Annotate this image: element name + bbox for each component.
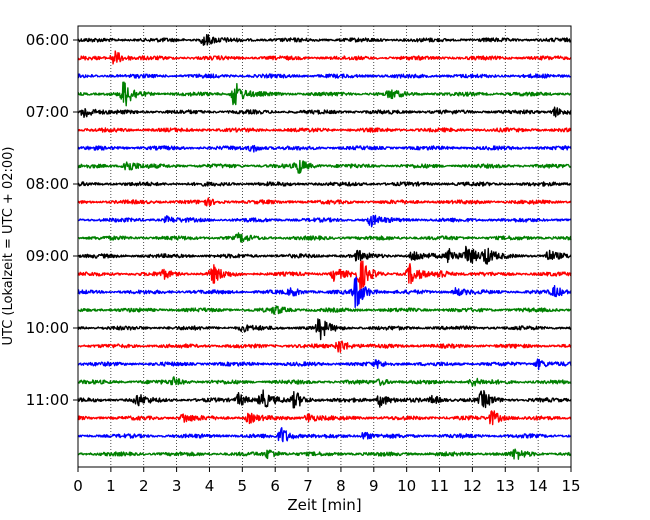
trace-1115	[77, 410, 572, 426]
x-tick-label: 5	[238, 477, 248, 495]
x-tick-label: 14	[529, 477, 548, 495]
trace-0645	[77, 81, 572, 107]
seismic-traces	[77, 33, 572, 460]
trace-0945	[77, 305, 572, 315]
trace-0930	[77, 276, 572, 309]
y-tick-label: 11:00	[26, 391, 69, 409]
x-tick-label: 3	[172, 477, 182, 495]
y-tick-label: 06:00	[26, 31, 69, 49]
x-tick-label: 10	[397, 477, 416, 495]
trace-1100	[77, 389, 572, 409]
trace-0900	[77, 245, 572, 265]
x-tick-label: 6	[270, 477, 280, 495]
x-tick-label: 4	[205, 477, 215, 495]
y-axis-label: UTC (Lokalzeit = UTC + 02:00)	[1, 147, 16, 346]
trace-1015	[77, 340, 572, 353]
trace-0800	[77, 181, 572, 187]
trace-0830	[77, 214, 572, 228]
trace-0600	[77, 33, 572, 46]
x-tick-label: 2	[139, 477, 149, 495]
x-tick-label: 8	[336, 477, 346, 495]
x-tick-label: 15	[561, 477, 580, 495]
trace-1000	[77, 318, 572, 341]
trace-0815	[77, 197, 572, 207]
trace-0630	[77, 73, 572, 79]
trace-0730	[77, 144, 572, 153]
y-tick-label: 09:00	[26, 247, 69, 265]
x-axis-ticks: 0 1 2 3 4 5 6 7 8 9 10 11 12 13 14 15	[73, 467, 581, 495]
trace-0745	[77, 159, 572, 174]
plot-frame	[77, 25, 572, 468]
x-tick-label: 13	[496, 477, 515, 495]
y-tick-label: 07:00	[26, 103, 69, 121]
x-tick-label: 11	[430, 477, 449, 495]
x-tick-label: 1	[106, 477, 116, 495]
y-tick-label: 10:00	[26, 319, 69, 337]
trace-1045	[77, 376, 572, 387]
x-tick-label: 0	[73, 477, 83, 495]
x-axis-label: Zeit [min]	[287, 496, 361, 514]
x-tick-label: 12	[463, 477, 482, 495]
y-axis-ticks: 06:00 07:00 08:00 09:00 10:00 11:00	[26, 31, 78, 409]
trace-0715	[77, 127, 572, 133]
trace-1130	[77, 427, 572, 443]
trace-0915	[77, 260, 572, 291]
x-tick-label: 9	[369, 477, 379, 495]
trace-0845	[77, 232, 572, 243]
trace-0615	[77, 50, 572, 65]
x-tick-label: 7	[303, 477, 313, 495]
trace-1145	[77, 448, 572, 460]
y-tick-label: 08:00	[26, 175, 69, 193]
trace-1030	[77, 358, 572, 371]
trace-0700	[77, 106, 572, 118]
